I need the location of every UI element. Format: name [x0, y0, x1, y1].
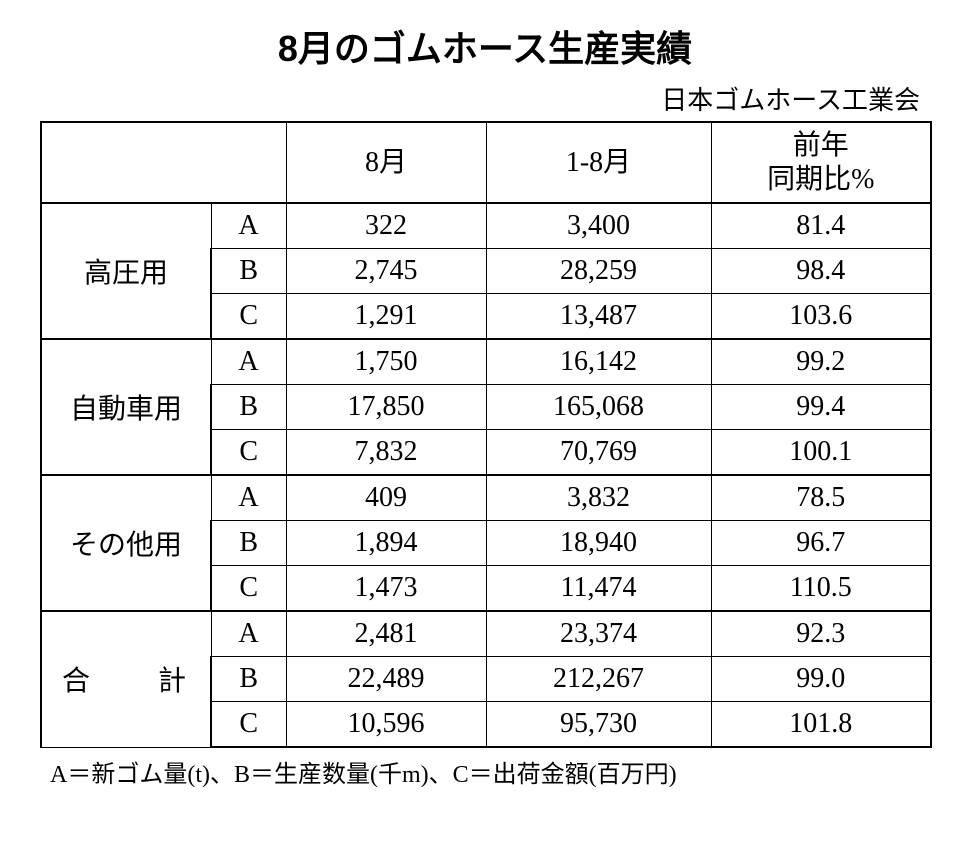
cell-ratio: 110.5	[711, 566, 931, 612]
header-month: 8月	[286, 122, 486, 203]
cell-ratio: 92.3	[711, 611, 931, 657]
cell-cumulative: 165,068	[486, 385, 711, 430]
cell-cumulative: 13,487	[486, 294, 711, 340]
cell-cumulative: 95,730	[486, 702, 711, 748]
category-label: 合 計	[41, 611, 211, 747]
cell-ratio: 98.4	[711, 249, 931, 294]
metric-label: C	[211, 566, 286, 612]
metric-label: A	[211, 611, 286, 657]
cell-month: 2,481	[286, 611, 486, 657]
metric-label: C	[211, 702, 286, 748]
cell-month: 2,745	[286, 249, 486, 294]
page-title: 8月のゴムホース生産実績	[40, 20, 930, 72]
metric-label: B	[211, 385, 286, 430]
metric-label: C	[211, 430, 286, 476]
cell-ratio: 99.2	[711, 339, 931, 385]
cell-ratio: 99.4	[711, 385, 931, 430]
cell-ratio: 96.7	[711, 521, 931, 566]
production-table: 8月 1-8月 前年 同期比% 高圧用A3223,40081.4B2,74528…	[40, 121, 932, 748]
cell-ratio: 81.4	[711, 203, 931, 249]
cell-ratio: 78.5	[711, 475, 931, 521]
cell-month: 22,489	[286, 657, 486, 702]
cell-cumulative: 3,832	[486, 475, 711, 521]
metric-label: A	[211, 475, 286, 521]
category-label: その他用	[41, 475, 211, 611]
cell-cumulative: 23,374	[486, 611, 711, 657]
cell-month: 1,291	[286, 294, 486, 340]
cell-cumulative: 212,267	[486, 657, 711, 702]
metric-label: C	[211, 294, 286, 340]
header-cumulative: 1-8月	[486, 122, 711, 203]
category-label: 自動車用	[41, 339, 211, 475]
metric-label: B	[211, 521, 286, 566]
metric-label: B	[211, 249, 286, 294]
metric-label: B	[211, 657, 286, 702]
cell-ratio: 100.1	[711, 430, 931, 476]
metric-label: A	[211, 339, 286, 385]
cell-cumulative: 16,142	[486, 339, 711, 385]
header-ratio: 前年 同期比%	[711, 122, 931, 203]
cell-month: 322	[286, 203, 486, 249]
cell-cumulative: 11,474	[486, 566, 711, 612]
cell-month: 409	[286, 475, 486, 521]
metric-label: A	[211, 203, 286, 249]
cell-cumulative: 28,259	[486, 249, 711, 294]
footnote: A＝新ゴム量(t)、B＝生産数量(千m)、C＝出荷金額(百万円)	[40, 754, 930, 789]
cell-ratio: 103.6	[711, 294, 931, 340]
header-ratio-line2: 同期比%	[767, 164, 874, 195]
cell-ratio: 101.8	[711, 702, 931, 748]
header-blank	[41, 122, 286, 203]
cell-ratio: 99.0	[711, 657, 931, 702]
cell-cumulative: 18,940	[486, 521, 711, 566]
cell-month: 7,832	[286, 430, 486, 476]
cell-month: 10,596	[286, 702, 486, 748]
category-label: 高圧用	[41, 203, 211, 339]
cell-month: 1,473	[286, 566, 486, 612]
cell-month: 1,894	[286, 521, 486, 566]
cell-cumulative: 3,400	[486, 203, 711, 249]
subtitle: 日本ゴムホース工業会	[40, 80, 930, 117]
cell-month: 17,850	[286, 385, 486, 430]
cell-cumulative: 70,769	[486, 430, 711, 476]
cell-month: 1,750	[286, 339, 486, 385]
header-ratio-line1: 前年	[793, 130, 849, 161]
